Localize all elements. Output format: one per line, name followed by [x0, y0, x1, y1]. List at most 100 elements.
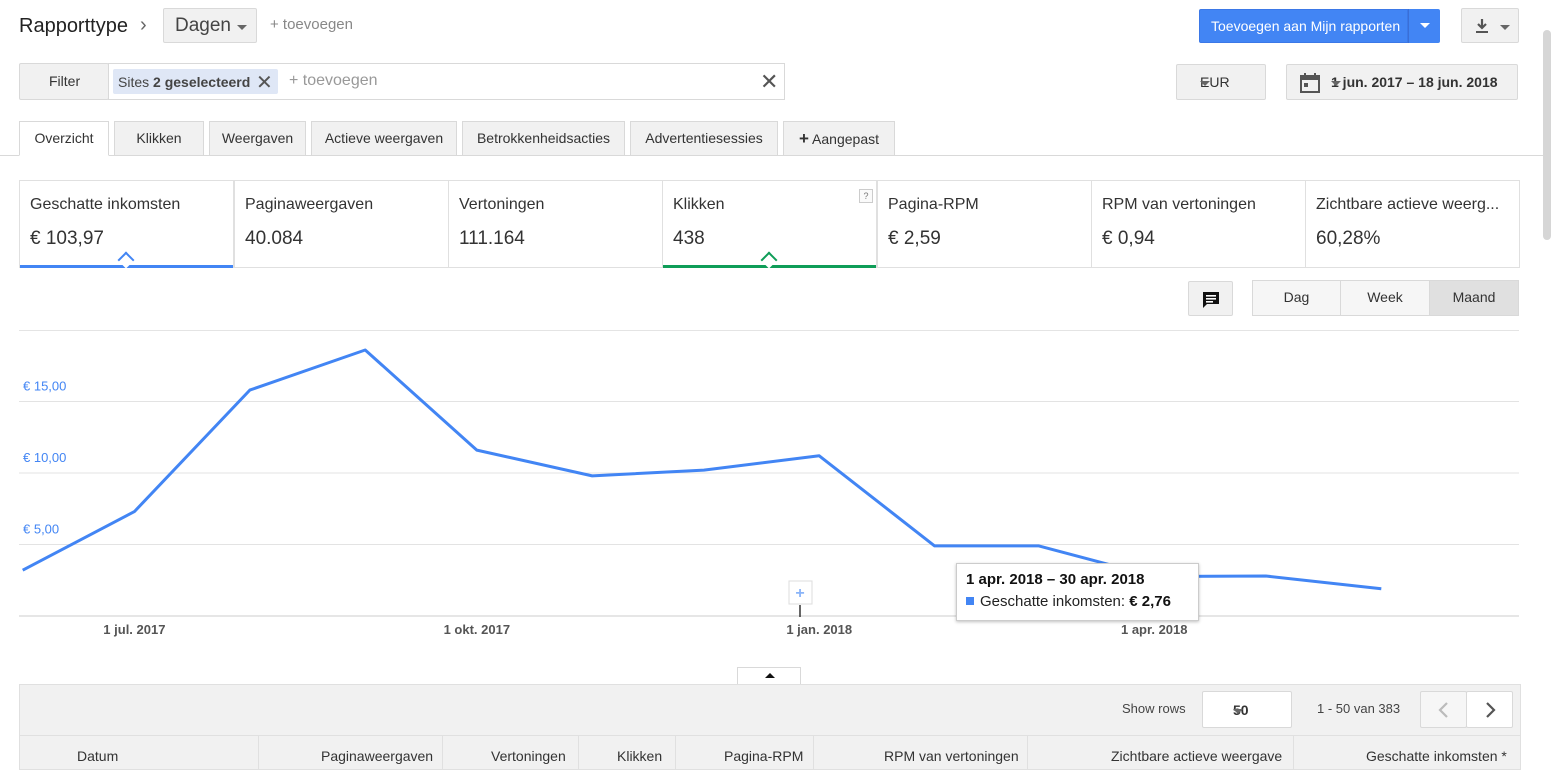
- annotation-button[interactable]: [1188, 281, 1233, 316]
- chevron-up-icon: [765, 673, 775, 678]
- filter-chip-key: Sites: [118, 74, 150, 90]
- chevron-down-icon: [1500, 25, 1510, 30]
- chevron-right-icon: [1486, 702, 1496, 718]
- report-type-title: Rapporttype: [19, 15, 128, 37]
- scorecard-title: RPM van vertoningen: [1102, 196, 1256, 213]
- tab-overzicht[interactable]: Overzicht: [19, 121, 109, 156]
- chevron-down-icon: [1331, 81, 1341, 86]
- rows-per-page-select[interactable]: 50: [1202, 691, 1292, 728]
- series-line-geschatte-inkomsten: [22, 348, 1382, 591]
- tab-actieve-weergaven[interactable]: Actieve weergaven: [311, 121, 457, 156]
- next-page-button[interactable]: [1466, 691, 1513, 728]
- scorecard-impression-rpm[interactable]: RPM van vertoningen € 0,94: [1091, 180, 1306, 268]
- column-separator: [675, 736, 676, 770]
- column-separator: [258, 736, 259, 770]
- tooltip-value: € 2,76: [1129, 593, 1171, 610]
- annotation-marker[interactable]: +: [788, 580, 813, 617]
- granularity-month-button[interactable]: Maand: [1429, 280, 1519, 316]
- tooltip-date: 1 apr. 2018 – 30 apr. 2018: [966, 571, 1145, 588]
- scorecard-value: 40.084: [245, 228, 304, 249]
- x-tick-label: 1 apr. 2018: [1121, 622, 1188, 637]
- chevron-down-icon: [1420, 23, 1430, 28]
- column-header-paginaweergaven[interactable]: Paginaweergaven: [321, 748, 434, 764]
- chart-grid: [19, 330, 1519, 617]
- download-button[interactable]: [1461, 8, 1519, 43]
- column-header-geschatte-inkomsten[interactable]: Geschatte inkomsten *: [1366, 748, 1507, 764]
- x-tick-label: 1 jul. 2017: [103, 622, 165, 637]
- y-tick-label: € 10,00: [23, 450, 66, 465]
- granularity-week-button[interactable]: Week: [1340, 280, 1430, 316]
- scorecard-title: Vertoningen: [459, 196, 545, 213]
- tab-advertentiesessies[interactable]: Advertentiesessies: [630, 121, 778, 156]
- scorecard-estimated-earnings[interactable]: Geschatte inkomsten € 103,97: [19, 180, 234, 269]
- y-tick-label: € 15,00: [23, 379, 66, 394]
- x-tick-label: 1 jan. 2018: [786, 622, 852, 637]
- scorecard-title: Pagina-RPM: [888, 196, 979, 213]
- granularity-day-button[interactable]: Dag: [1252, 280, 1341, 316]
- calendar-icon: [1300, 73, 1320, 93]
- tab-aangepast-label: Aangepast: [812, 131, 879, 147]
- comment-icon: [1203, 292, 1219, 308]
- show-rows-label: Show rows: [1122, 701, 1186, 716]
- column-header-klikken[interactable]: Klikken: [617, 748, 663, 764]
- tab-aangepast[interactable]: + Aangepast: [783, 121, 895, 156]
- scorecard-value: 111.164: [459, 228, 525, 249]
- column-separator: [1293, 736, 1294, 770]
- plus-icon: +: [795, 585, 804, 602]
- filter-chip-sites[interactable]: Sites 2 geselecteerd ✕: [113, 69, 278, 94]
- add-dimension-link[interactable]: + toevoegen: [270, 16, 353, 33]
- add-to-my-reports-button[interactable]: Toevoegen aan Mijn rapporten: [1199, 9, 1408, 43]
- add-filter-input[interactable]: + toevoegen: [289, 72, 378, 89]
- currency-label: EUR: [1200, 74, 1230, 90]
- chevron-down-icon: [1200, 81, 1210, 86]
- scorecard-value: 60,28%: [1316, 228, 1381, 249]
- clear-filter-icon[interactable]: ✕: [760, 69, 779, 94]
- column-header-vertoningen[interactable]: Vertoningen: [491, 748, 566, 764]
- scorecard-value: 438: [673, 228, 705, 249]
- tab-weergaven[interactable]: Weergaven: [209, 121, 306, 156]
- scorecard-page-views[interactable]: Paginaweergaven 40.084: [234, 180, 449, 268]
- currency-select[interactable]: EUR: [1176, 64, 1266, 100]
- column-separator: [1027, 736, 1028, 770]
- column-separator: [442, 736, 443, 770]
- date-range-select[interactable]: 1 jun. 2017 – 18 jun. 2018: [1286, 64, 1518, 100]
- table-header-divider: [19, 735, 1521, 736]
- earnings-line-chart[interactable]: € 5,00€ 10,00€ 15,00€ 20,00 1 jul. 20171…: [0, 330, 1551, 650]
- scorecard-impressions[interactable]: Vertoningen 111.164: [448, 180, 663, 268]
- dimension-select-label: Dagen: [175, 15, 231, 36]
- scorecard-clicks[interactable]: Klikken 438 ?: [662, 180, 877, 269]
- add-report-menu-button[interactable]: [1408, 9, 1440, 43]
- breadcrumb-chevron-icon: ›: [140, 14, 147, 36]
- column-header-datum[interactable]: Datum: [77, 748, 119, 764]
- column-header-zichtbare-actieve-weergave[interactable]: Zichtbare actieve weergave: [1111, 748, 1283, 764]
- x-axis-labels: 1 jul. 2017 1 okt. 2017 1 jan. 2018 1 apr. …: [103, 622, 1187, 637]
- help-icon[interactable]: ?: [859, 189, 873, 203]
- tab-klikken[interactable]: Klikken: [114, 121, 204, 156]
- chevron-down-icon: [1233, 709, 1243, 714]
- tab-betrokkenheidsacties[interactable]: Betrokkenheidsacties: [462, 121, 625, 156]
- tooltip-metric: Geschatte inkomsten:: [980, 593, 1126, 610]
- column-separator: [578, 736, 579, 770]
- scorecard-title: Geschatte inkomsten: [30, 196, 181, 213]
- scorecard-value: € 103,97: [30, 228, 104, 249]
- previous-page-button[interactable]: [1420, 691, 1467, 728]
- close-icon[interactable]: ✕: [256, 72, 273, 94]
- dimension-select[interactable]: Dagen: [163, 8, 257, 43]
- scorecard-title: Paginaweergaven: [245, 196, 374, 213]
- scorecard-active-view-viewable[interactable]: Zichtbare actieve weerg... 60,28%: [1305, 180, 1520, 268]
- scorecard-page-rpm[interactable]: Pagina-RPM € 2,59: [877, 180, 1092, 268]
- chart-tooltip: 1 apr. 2018 – 30 apr. 2018 Geschatte ink…: [956, 563, 1199, 621]
- column-header-pagina-rpm[interactable]: Pagina-RPM: [724, 748, 804, 764]
- chevron-left-icon: [1438, 702, 1448, 718]
- column-separator: [813, 736, 814, 770]
- scorecard-value: € 0,94: [1102, 228, 1155, 249]
- scorecard-title: Zichtbare actieve weerg...: [1316, 196, 1500, 213]
- page-scrollbar[interactable]: [1543, 30, 1551, 240]
- filter-button[interactable]: Filter: [19, 63, 109, 100]
- column-header-rpm-van-vertoningen[interactable]: RPM van vertoningen: [884, 748, 1019, 764]
- scorecard-title: Klikken: [673, 196, 725, 213]
- plus-icon: +: [798, 129, 809, 148]
- pagination-range: 1 - 50 van 383: [1317, 701, 1401, 716]
- collapse-chart-button[interactable]: [737, 667, 801, 684]
- filter-chip-value: 2 geselecteerd: [153, 74, 251, 90]
